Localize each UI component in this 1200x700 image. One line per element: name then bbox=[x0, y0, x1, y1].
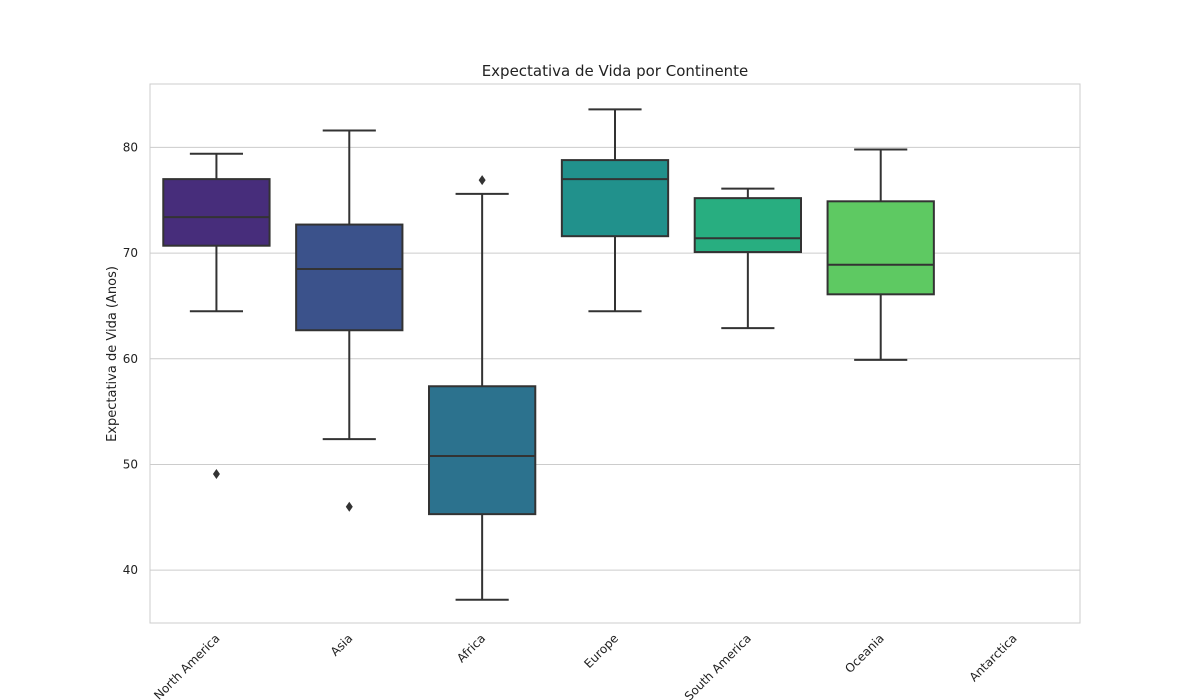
box-group-africa bbox=[428, 175, 537, 601]
y-tick-label-40: 40 bbox=[123, 563, 138, 577]
y-tick-label-60: 60 bbox=[123, 352, 138, 366]
box-group-europe bbox=[560, 108, 670, 313]
chart-title: Expectativa de Vida por Continente bbox=[482, 62, 749, 80]
y-tick-label-70: 70 bbox=[123, 246, 138, 260]
x-tick-label-europe: Europe bbox=[581, 631, 621, 671]
x-tick-label-oceania: Oceania bbox=[842, 631, 887, 676]
x-tick-label-south-america: South America bbox=[682, 631, 754, 700]
boxes bbox=[162, 108, 935, 601]
outlier-asia-0 bbox=[345, 501, 353, 512]
outlier-north-america-0 bbox=[212, 468, 220, 479]
y-tick-labels: 40 50 60 70 80 bbox=[123, 140, 138, 577]
box-south-america bbox=[693, 197, 803, 254]
box-group-north-america bbox=[162, 152, 271, 479]
x-tick-label-north-america: North America bbox=[151, 631, 222, 700]
box-group-asia bbox=[295, 129, 404, 512]
y-tick-label-50: 50 bbox=[123, 457, 138, 471]
box-group-south-america bbox=[693, 187, 803, 330]
y-tick-label-80: 80 bbox=[123, 140, 138, 154]
outlier-africa-0 bbox=[478, 175, 486, 186]
box-africa bbox=[428, 385, 537, 516]
x-tick-label-antarctica: Antarctica bbox=[967, 631, 1020, 684]
box-asia bbox=[295, 223, 404, 332]
x-tick-label-africa: Africa bbox=[454, 631, 488, 665]
box-north-america bbox=[162, 178, 271, 247]
y-axis-label: Expectativa de Vida (Anos) bbox=[105, 266, 120, 442]
box-group-oceania bbox=[826, 148, 935, 361]
box-oceania bbox=[826, 200, 935, 296]
x-tick-label-asia: Asia bbox=[328, 631, 356, 659]
x-tick-labels: North America Asia Africa Europe South Ameri… bbox=[151, 631, 1019, 700]
box-europe bbox=[560, 159, 670, 238]
